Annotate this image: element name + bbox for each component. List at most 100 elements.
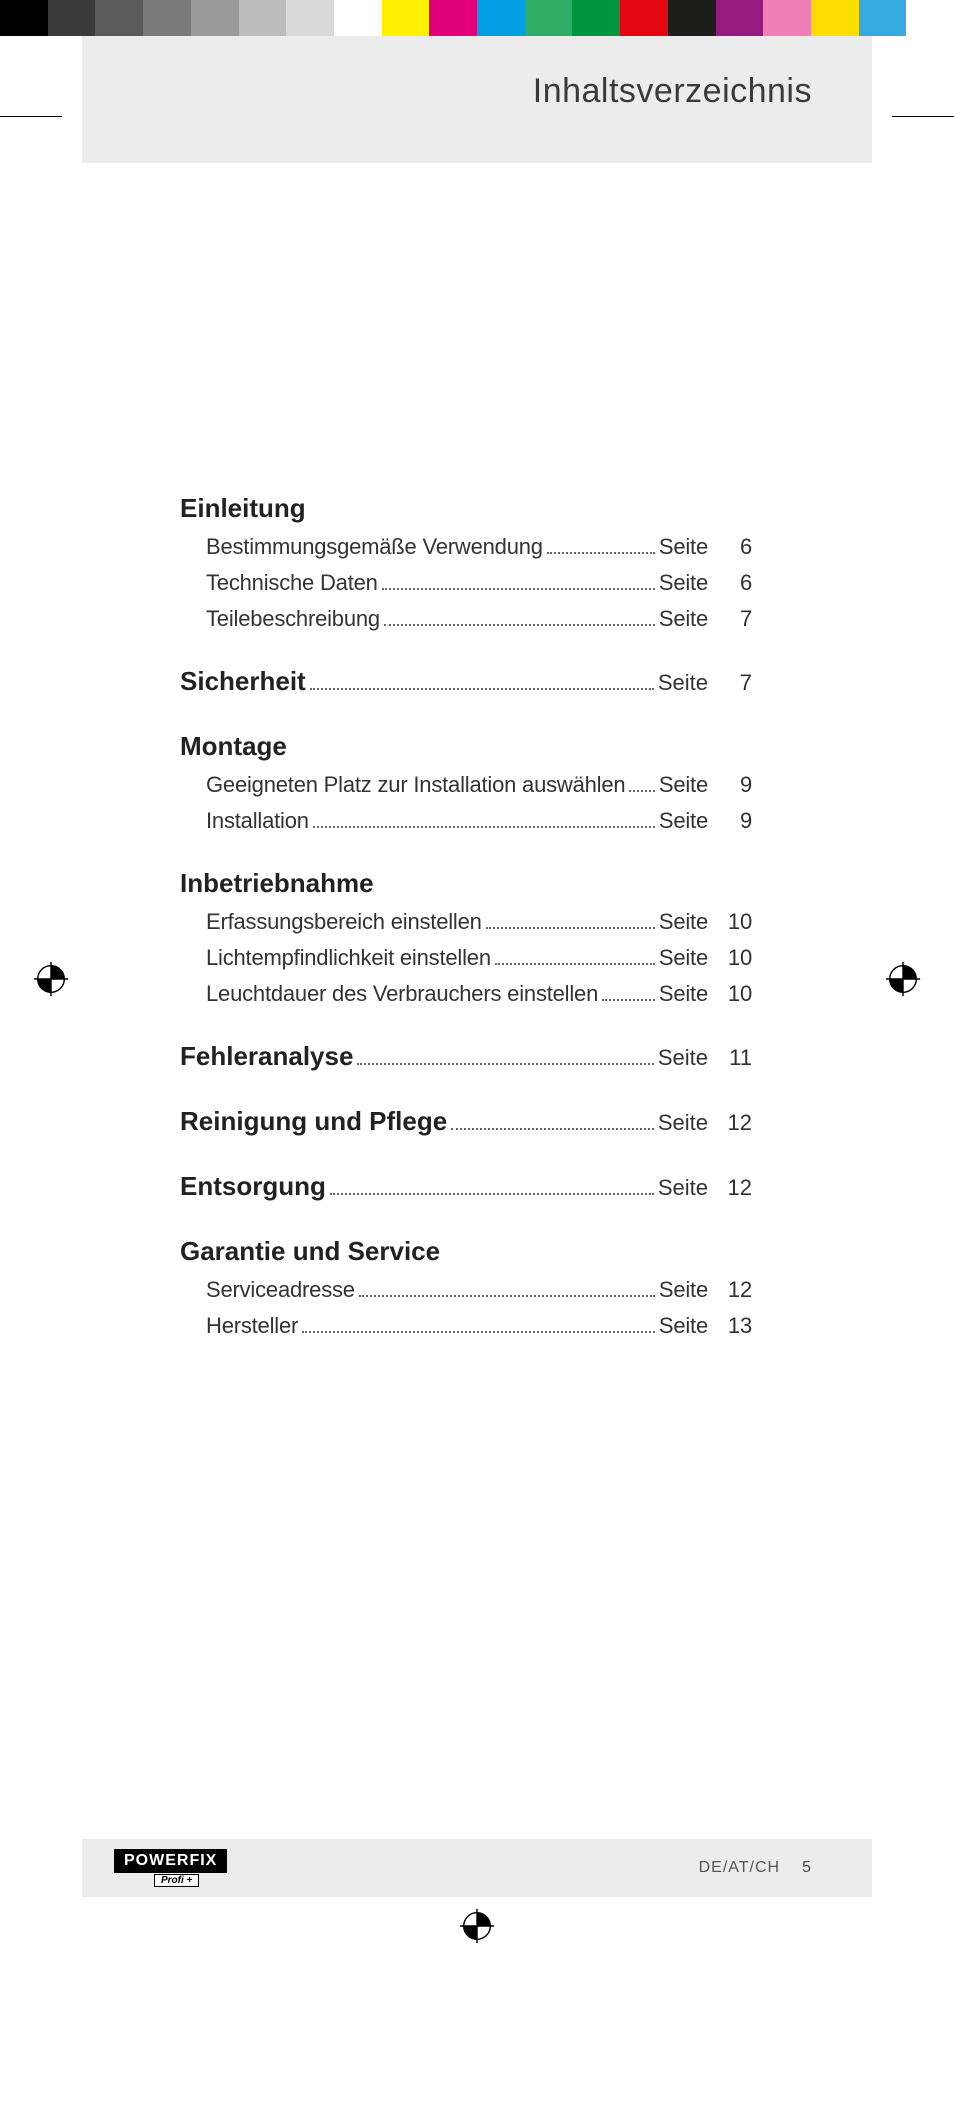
registration-mark-icon xyxy=(458,1907,496,1945)
toc-page-number: 6 xyxy=(708,534,752,560)
color-swatch xyxy=(620,0,668,36)
leader-dots xyxy=(357,1054,653,1065)
seite-label: Seite xyxy=(659,945,708,971)
toc-section: Entsorgung Seite12 xyxy=(180,1171,752,1202)
toc-entry-label: Leuchtdauer des Verbrauchers einstellen xyxy=(206,981,598,1007)
seite-label: Seite xyxy=(659,570,708,596)
toc-page-number: 12 xyxy=(708,1110,752,1136)
color-swatch xyxy=(811,0,859,36)
color-swatch xyxy=(191,0,239,36)
seite-label: Seite xyxy=(659,1277,708,1303)
toc-entry: Technische Daten Seite6 xyxy=(180,570,752,596)
seite-label: Seite xyxy=(659,534,708,560)
color-swatch xyxy=(477,0,525,36)
color-swatch xyxy=(763,0,811,36)
toc-section: FehleranalyseSeite11 xyxy=(180,1041,752,1072)
leader-dots xyxy=(451,1119,654,1130)
brand-main: POWERFIX xyxy=(114,1849,227,1873)
page-body: Inhaltsverzeichnis Einleitung Bestimmungs… xyxy=(0,36,954,1957)
toc-entry: Leuchtdauer des Verbrauchers einstellen S… xyxy=(180,981,752,1007)
toc-page-number: 6 xyxy=(708,570,752,596)
color-swatch xyxy=(239,0,287,36)
toc-entry-label: Technische Daten xyxy=(206,570,378,596)
toc-section-title: Sicherheit xyxy=(180,666,306,697)
toc-page-number: 9 xyxy=(708,808,752,834)
color-swatch xyxy=(143,0,191,36)
seite-label: Seite xyxy=(659,808,708,834)
seite-label: Seite xyxy=(659,981,708,1007)
toc-entry-label: Lichtempfindlichkeit einstellen xyxy=(206,945,491,971)
leader-dots xyxy=(629,777,654,792)
toc-section-heading-row: SicherheitSeite7 xyxy=(180,666,752,697)
color-swatch xyxy=(525,0,573,36)
footer-locale: DE/AT/CH xyxy=(699,1859,780,1877)
toc-section-heading-row: FehleranalyseSeite11 xyxy=(180,1041,752,1072)
color-swatch xyxy=(382,0,430,36)
color-swatch xyxy=(859,0,907,36)
toc-entry-label: Erfassungsbereich einstellen xyxy=(206,909,482,935)
leader-dots xyxy=(310,679,654,690)
footer-meta: DE/AT/CH 5 xyxy=(699,1859,812,1877)
toc-page-number: 10 xyxy=(708,945,752,971)
leader-dots xyxy=(486,914,655,929)
toc-section-title: Entsorgung xyxy=(180,1171,326,1202)
toc-entry: Teilebeschreibung Seite7 xyxy=(180,606,752,632)
toc-entry-label: Geeigneten Platz zur Installation auswäh… xyxy=(206,772,625,798)
printer-colorbar-top xyxy=(0,0,954,36)
seite-label: Seite xyxy=(658,1175,708,1201)
toc-entry-label: Hersteller xyxy=(206,1313,298,1339)
toc-section: SicherheitSeite7 xyxy=(180,666,752,697)
toc-page-number: 10 xyxy=(708,981,752,1007)
toc-entry: Bestimmungsgemäße Verwendung Seite6 xyxy=(180,534,752,560)
seite-label: Seite xyxy=(659,909,708,935)
toc-page-number: 12 xyxy=(708,1175,752,1201)
toc-section-heading-row: Reinigung und PflegeSeite12 xyxy=(180,1106,752,1137)
toc-entry: ServiceadresseSeite12 xyxy=(180,1277,752,1303)
color-swatch xyxy=(334,0,382,36)
toc-entry: Geeigneten Platz zur Installation auswäh… xyxy=(180,772,752,798)
brand-sub: Profi + xyxy=(154,1874,199,1887)
leader-dots xyxy=(359,1282,655,1297)
color-swatch xyxy=(906,0,954,36)
table-of-contents: Einleitung Bestimmungsgemäße Verwendung Se… xyxy=(82,163,872,1339)
toc-page-number: 13 xyxy=(708,1313,752,1339)
toc-section-title: Fehleranalyse xyxy=(180,1041,353,1072)
footer-page-number: 5 xyxy=(802,1859,812,1877)
toc-page-number: 10 xyxy=(708,909,752,935)
seite-label: Seite xyxy=(659,606,708,632)
toc-section-title: Einleitung xyxy=(180,493,306,524)
toc-section: Einleitung Bestimmungsgemäße Verwendung Se… xyxy=(180,493,752,632)
page-footer: POWERFIX Profi + DE/AT/CH 5 xyxy=(82,1839,872,1897)
page-header: Inhaltsverzeichnis xyxy=(82,36,872,163)
toc-page-number: 7 xyxy=(708,670,752,696)
leader-dots xyxy=(495,950,655,965)
toc-entry-label: Installation xyxy=(206,808,309,834)
toc-section: Reinigung und PflegeSeite12 xyxy=(180,1106,752,1137)
color-swatch xyxy=(0,0,48,36)
leader-dots xyxy=(547,539,655,554)
leader-dots xyxy=(384,611,655,626)
toc-entry-label: Teilebeschreibung xyxy=(206,606,380,632)
seite-label: Seite xyxy=(658,1110,708,1136)
color-swatch xyxy=(716,0,764,36)
color-swatch xyxy=(429,0,477,36)
color-swatch xyxy=(95,0,143,36)
toc-entry: Hersteller Seite13 xyxy=(180,1313,752,1339)
toc-section: Garantie und ServiceServiceadresseSeite1… xyxy=(180,1236,752,1339)
toc-section: Montage Geeigneten Platz zur Installation… xyxy=(180,731,752,834)
leader-dots xyxy=(330,1184,654,1195)
toc-entry: Lichtempfindlichkeit einstellen Seite10 xyxy=(180,945,752,971)
toc-section-title: Montage xyxy=(180,731,287,762)
leader-dots xyxy=(602,986,655,1001)
leader-dots xyxy=(313,813,655,828)
toc-entry-label: Bestimmungsgemäße Verwendung xyxy=(206,534,543,560)
color-swatch xyxy=(668,0,716,36)
brand-logo: POWERFIX Profi + xyxy=(114,1849,227,1887)
seite-label: Seite xyxy=(659,1313,708,1339)
toc-section-title: Inbetriebnahme xyxy=(180,868,374,899)
toc-page-number: 12 xyxy=(708,1277,752,1303)
page-title: Inhaltsverzeichnis xyxy=(142,72,812,111)
toc-page-number: 7 xyxy=(708,606,752,632)
toc-page-number: 11 xyxy=(708,1045,752,1071)
color-swatch xyxy=(286,0,334,36)
